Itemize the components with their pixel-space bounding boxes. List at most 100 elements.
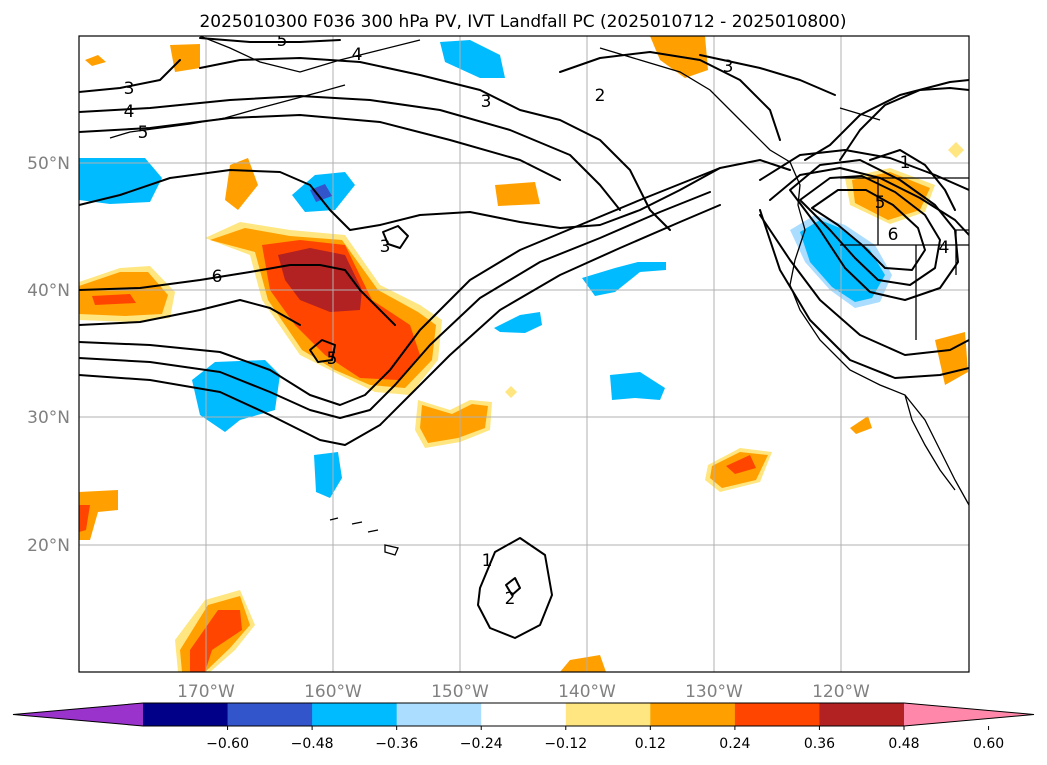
shade-25n-w-edge — [79, 490, 118, 540]
lon-label: 170°W — [177, 682, 235, 702]
shade-south-mid — [560, 655, 606, 672]
contour-label: 6 — [212, 267, 223, 287]
colorbar-segment — [819, 703, 905, 726]
shade-sw-top — [170, 44, 200, 72]
contour-southern-3 — [79, 191, 711, 419]
contour-low-south — [477, 537, 553, 639]
west-coast-na — [789, 161, 969, 506]
contour-label: 3 — [723, 57, 734, 77]
contour-closed-5 — [309, 339, 336, 363]
shade-25n-w-edge-red — [79, 505, 90, 532]
colorbar-segment — [227, 703, 313, 726]
colorbar-tick-label: −0.12 — [544, 736, 587, 752]
contour-1-oregon — [869, 149, 956, 211]
lon-label: 150°W — [431, 682, 489, 702]
contour-label: 3 — [481, 92, 492, 112]
shade-oregon — [852, 172, 930, 220]
lon-label: 140°W — [558, 682, 616, 702]
shade-small-top-left — [85, 55, 106, 66]
colorbar-tick-label: −0.24 — [460, 736, 503, 752]
contour-southern-2 — [79, 167, 721, 406]
colorbar-segment — [650, 703, 736, 726]
colorbar-segment — [734, 703, 820, 726]
shade-48n-160w-core — [310, 184, 332, 202]
positive-shading — [79, 36, 968, 672]
colorbar-extend-high — [904, 703, 1034, 726]
contour-label: 4 — [352, 45, 363, 65]
contour-label: 5 — [327, 349, 338, 369]
contour-label: 6 — [888, 225, 899, 245]
contour-3-northeast — [699, 54, 836, 96]
shade-california — [800, 220, 885, 302]
lat-label: 20°N — [27, 536, 70, 556]
lon-label: 130°W — [685, 682, 743, 702]
contour-6 — [79, 264, 396, 326]
map-area: 5 3 4 5 4 3 2 3 6 3 5 1 6 4 1 5 2 — [79, 31, 969, 672]
graticule — [79, 36, 969, 672]
contour-label: 5 — [277, 31, 288, 51]
colorbar-segment — [396, 703, 482, 726]
contour-label: 2 — [505, 589, 516, 609]
lat-axis-labels: 50°N 40°N 30°N 20°N — [27, 154, 70, 556]
contour-label: 1 — [900, 153, 911, 173]
contour-label: 3 — [380, 237, 391, 257]
shade-25n-160w — [314, 452, 342, 498]
shade-25n-130w-red — [726, 455, 756, 474]
pv-contours — [79, 37, 969, 639]
colorbar-tick-label: −0.48 — [291, 736, 334, 752]
shade-south-sw-red — [190, 610, 242, 672]
shade-48n-143w — [495, 182, 540, 206]
contour-label: 1 — [482, 551, 493, 571]
colorbar-tick-label: 0.48 — [888, 736, 919, 752]
contour-5-north — [79, 114, 561, 181]
lon-label: 120°W — [812, 682, 870, 702]
contour-low-south-inner — [505, 577, 521, 596]
colorbar-tick-label: 0.24 — [719, 736, 750, 752]
map-frame — [78, 35, 970, 673]
contour-closed-3 — [382, 225, 409, 249]
contour-label: 3 — [124, 79, 135, 99]
contour-southern-1 — [79, 299, 301, 326]
shade-west-40n-red — [92, 294, 136, 305]
colorbar-segment — [143, 703, 229, 726]
lat-label: 30°N — [27, 408, 70, 428]
colorbar-tick-label: 0.36 — [804, 736, 835, 752]
shade-40n-140w — [582, 262, 666, 296]
shade-baja-small — [850, 416, 872, 434]
contour-ring-1 — [789, 159, 959, 301]
shade-west-50n — [79, 158, 162, 204]
contour-5-top — [199, 37, 341, 43]
contour-ring-4 — [759, 167, 969, 356]
colorbar-extend-low — [13, 703, 143, 726]
figure-title: 2025010300 F036 300 hPa PV, IVT Landfall… — [199, 12, 846, 32]
contour-3-north — [79, 57, 671, 231]
contour-ring-5 — [759, 149, 969, 379]
shade-west-40n-mid — [79, 272, 168, 316]
hawaii — [329, 517, 399, 556]
lon-axis-labels: 170°W 160°W 150°W 140°W 130°W 120°W — [177, 682, 870, 702]
alaska-coast — [199, 36, 791, 163]
shade-small-diamond-1 — [505, 386, 517, 398]
shade-top-150w — [440, 40, 505, 78]
contour-southern-4 — [79, 204, 721, 446]
colorbar-segment — [481, 703, 567, 726]
colorbar-segment — [312, 703, 398, 726]
contour-label: 4 — [939, 238, 950, 258]
colorbar-segment — [565, 703, 651, 726]
shade-small-diamond-2 — [948, 142, 964, 158]
contour-ridge-ne-1 — [839, 87, 969, 161]
colorbar-outline — [12, 702, 1035, 727]
shade-30n-152w-mid — [420, 404, 488, 443]
lat-label: 50°N — [27, 154, 70, 174]
contour-ridge-ne-2 — [804, 79, 969, 161]
contour-labels: 5 3 4 5 4 3 2 3 6 3 5 1 6 4 1 5 2 — [124, 31, 950, 609]
contour-trough-1 — [79, 159, 791, 231]
contour-label: 5 — [875, 193, 886, 213]
shade-32n-137w — [610, 372, 665, 400]
colorbar-tick-label: −0.60 — [206, 736, 249, 752]
baja-california — [904, 394, 956, 491]
shade-33n-167w — [192, 360, 280, 432]
contour-label: 4 — [124, 102, 135, 122]
lat-label: 40°N — [27, 281, 70, 301]
